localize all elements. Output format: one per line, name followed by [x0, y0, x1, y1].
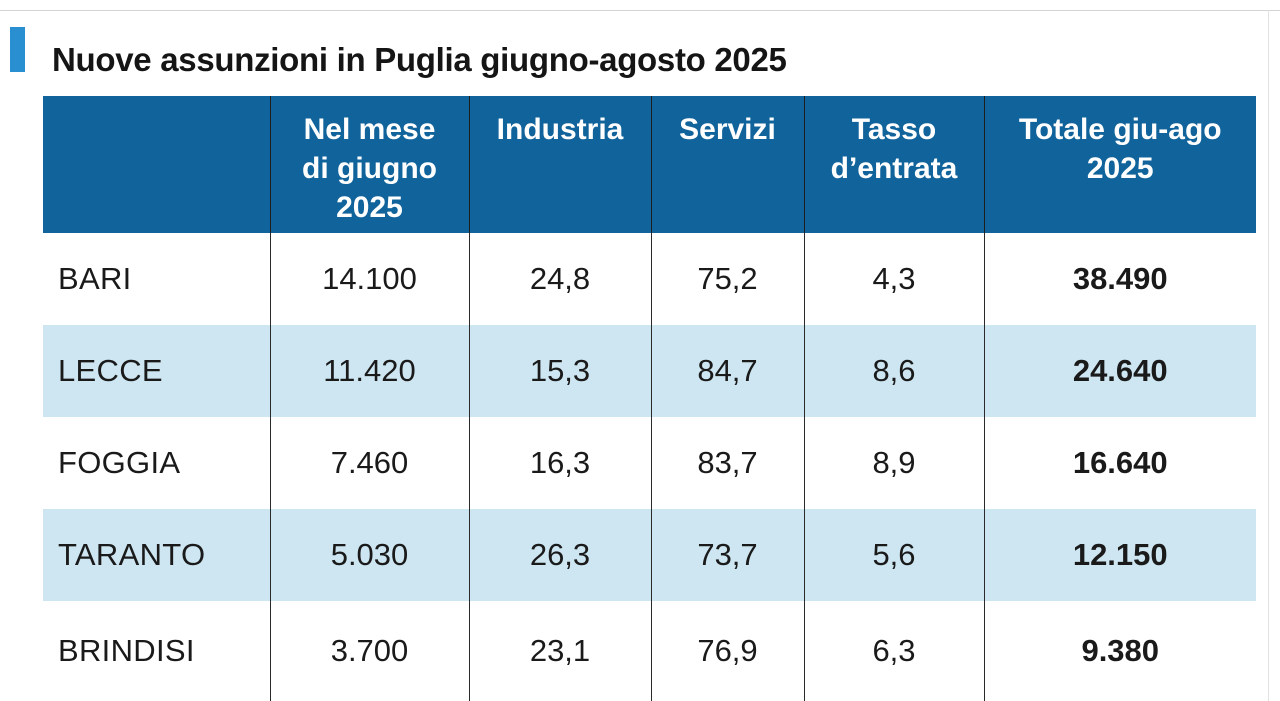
total-cell: 12.150 [983, 509, 1256, 601]
header-cell-region [43, 96, 270, 233]
header-line: Industria [496, 113, 624, 146]
june-hires-cell: 5.030 [269, 509, 469, 601]
data-table: Nel mese di giugno 2025 Industria Serviz… [43, 96, 1256, 701]
chart-title: Nuove assunzioni in Puglia giugno-agosto… [52, 41, 787, 78]
header-cell-tasso: Tasso d’entrata [803, 96, 984, 233]
header-line: di giugno [302, 152, 437, 185]
total-cell: 16.640 [983, 417, 1256, 509]
june-hires-cell: 7.460 [269, 417, 469, 509]
total-cell: 9.380 [983, 601, 1256, 701]
servizi-cell: 83,7 [650, 417, 804, 509]
top-divider [0, 10, 1280, 11]
header-line: 2025 [336, 191, 403, 224]
tasso-cell: 6,3 [803, 601, 984, 701]
header-cell-servizi: Servizi [650, 96, 804, 233]
industria-cell: 23,1 [468, 601, 651, 701]
table-row: TARANTO 5.030 26,3 73,7 5,6 12.150 [43, 509, 1256, 601]
header-line: Servizi [679, 113, 776, 146]
servizi-cell: 75,2 [650, 233, 804, 325]
header-row: Nel mese di giugno 2025 Industria Serviz… [43, 96, 1256, 233]
header-line: Tasso [851, 113, 937, 146]
header-line: Nel mese [303, 113, 436, 146]
tasso-cell: 8,6 [803, 325, 984, 417]
june-hires-cell: 14.100 [269, 233, 469, 325]
tasso-cell: 4,3 [803, 233, 984, 325]
province-cell: LECCE [43, 325, 270, 417]
right-divider [1268, 10, 1269, 701]
industria-cell: 16,3 [468, 417, 651, 509]
servizi-cell: 84,7 [650, 325, 804, 417]
title-accent-bar [10, 27, 25, 72]
province-cell: FOGGIA [43, 417, 270, 509]
servizi-cell: 76,9 [650, 601, 804, 701]
table-row: BARI 14.100 24,8 75,2 4,3 38.490 [43, 233, 1256, 325]
header-line: d’entrata [830, 152, 958, 185]
industria-cell: 15,3 [468, 325, 651, 417]
province-cell: BRINDISI [43, 601, 270, 701]
header-cell-industria: Industria [468, 96, 651, 233]
industria-cell: 24,8 [468, 233, 651, 325]
servizi-cell: 73,7 [650, 509, 804, 601]
header-line: Totale giu-ago [1018, 113, 1222, 146]
june-hires-cell: 11.420 [269, 325, 469, 417]
header-cell-june: Nel mese di giugno 2025 [269, 96, 469, 233]
province-cell: BARI [43, 233, 270, 325]
header-cell-totale: Totale giu-ago 2025 [983, 96, 1256, 233]
industria-cell: 26,3 [468, 509, 651, 601]
june-hires-cell: 3.700 [269, 601, 469, 701]
table-row: FOGGIA 7.460 16,3 83,7 8,9 16.640 [43, 417, 1256, 509]
header-line: 2025 [1086, 152, 1154, 185]
table-row: BRINDISI 3.700 23,1 76,9 6,3 9.380 [43, 601, 1256, 701]
table-row: LECCE 11.420 15,3 84,7 8,6 24.640 [43, 325, 1256, 417]
total-cell: 24.640 [983, 325, 1256, 417]
province-cell: TARANTO [43, 509, 270, 601]
tasso-cell: 5,6 [803, 509, 984, 601]
tasso-cell: 8,9 [803, 417, 984, 509]
total-cell: 38.490 [983, 233, 1256, 325]
